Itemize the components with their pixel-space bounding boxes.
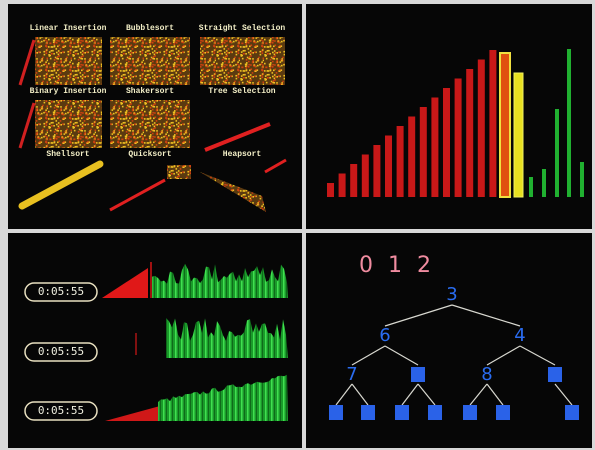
panel-tree	[306, 233, 592, 448]
sort-label: Bubblesort	[126, 24, 174, 33]
red-bar	[478, 60, 485, 198]
green-bar	[542, 169, 546, 197]
leaf-node	[463, 405, 477, 420]
noise-block	[200, 37, 285, 85]
sort-label: Shakersort	[126, 87, 174, 96]
red-bar	[362, 155, 369, 198]
inner-node	[548, 367, 562, 382]
node-label: 6	[379, 325, 390, 346]
leaf-node	[428, 405, 442, 420]
sort-label: Linear Insertion	[30, 24, 107, 33]
green-bar	[580, 162, 584, 197]
red-bar	[385, 136, 392, 198]
red-bar	[373, 145, 380, 197]
sort-label: Binary Insertion	[30, 87, 107, 96]
sort-label: Tree Selection	[208, 87, 275, 96]
leaf-node	[361, 405, 375, 420]
green-bar	[555, 109, 559, 197]
red-bar	[443, 88, 450, 197]
node-label: 8	[481, 364, 492, 385]
red-bar	[339, 174, 346, 198]
highlight-bar	[500, 53, 510, 197]
red-bar	[466, 69, 473, 197]
red-bar	[327, 183, 334, 197]
noise-block	[110, 100, 190, 148]
red-bar	[431, 98, 438, 198]
sort-label: Shellsort	[46, 150, 89, 159]
node-label: 7	[346, 364, 357, 385]
highlight-bar	[514, 73, 523, 197]
node-label: 4	[514, 325, 525, 346]
timer: 0:05:55	[38, 285, 84, 298]
timer: 0:05:55	[38, 345, 84, 358]
red-bar	[350, 164, 357, 197]
page: Linear Insertion Bubblesort Straight Selec…	[0, 0, 595, 450]
red-bar	[420, 107, 427, 197]
screen: Linear Insertion Bubblesort Straight Selec…	[0, 0, 595, 450]
red-bar	[455, 79, 462, 198]
noise-block	[110, 37, 190, 85]
leaf-node	[496, 405, 510, 420]
sort-label: Heapsort	[223, 150, 262, 159]
leaf-node	[329, 405, 343, 420]
quick-block	[167, 165, 191, 179]
timer: 0:05:55	[38, 404, 84, 417]
red-mark	[150, 262, 152, 298]
green-bar	[529, 177, 533, 197]
leaf-node	[395, 405, 409, 420]
node-label: 3	[446, 284, 457, 305]
leaf-node	[565, 405, 579, 420]
digits: 0 1 2	[359, 253, 435, 278]
green-bar	[567, 49, 571, 197]
noise-block	[35, 100, 102, 148]
red-bar	[489, 50, 496, 197]
red-bar	[408, 117, 415, 198]
inner-node	[411, 367, 425, 382]
red-mark	[135, 333, 137, 355]
sort-label: Straight Selection	[199, 24, 286, 33]
red-bar	[397, 126, 404, 197]
noise-block	[35, 37, 102, 85]
sort-label: Quicksort	[128, 150, 171, 159]
